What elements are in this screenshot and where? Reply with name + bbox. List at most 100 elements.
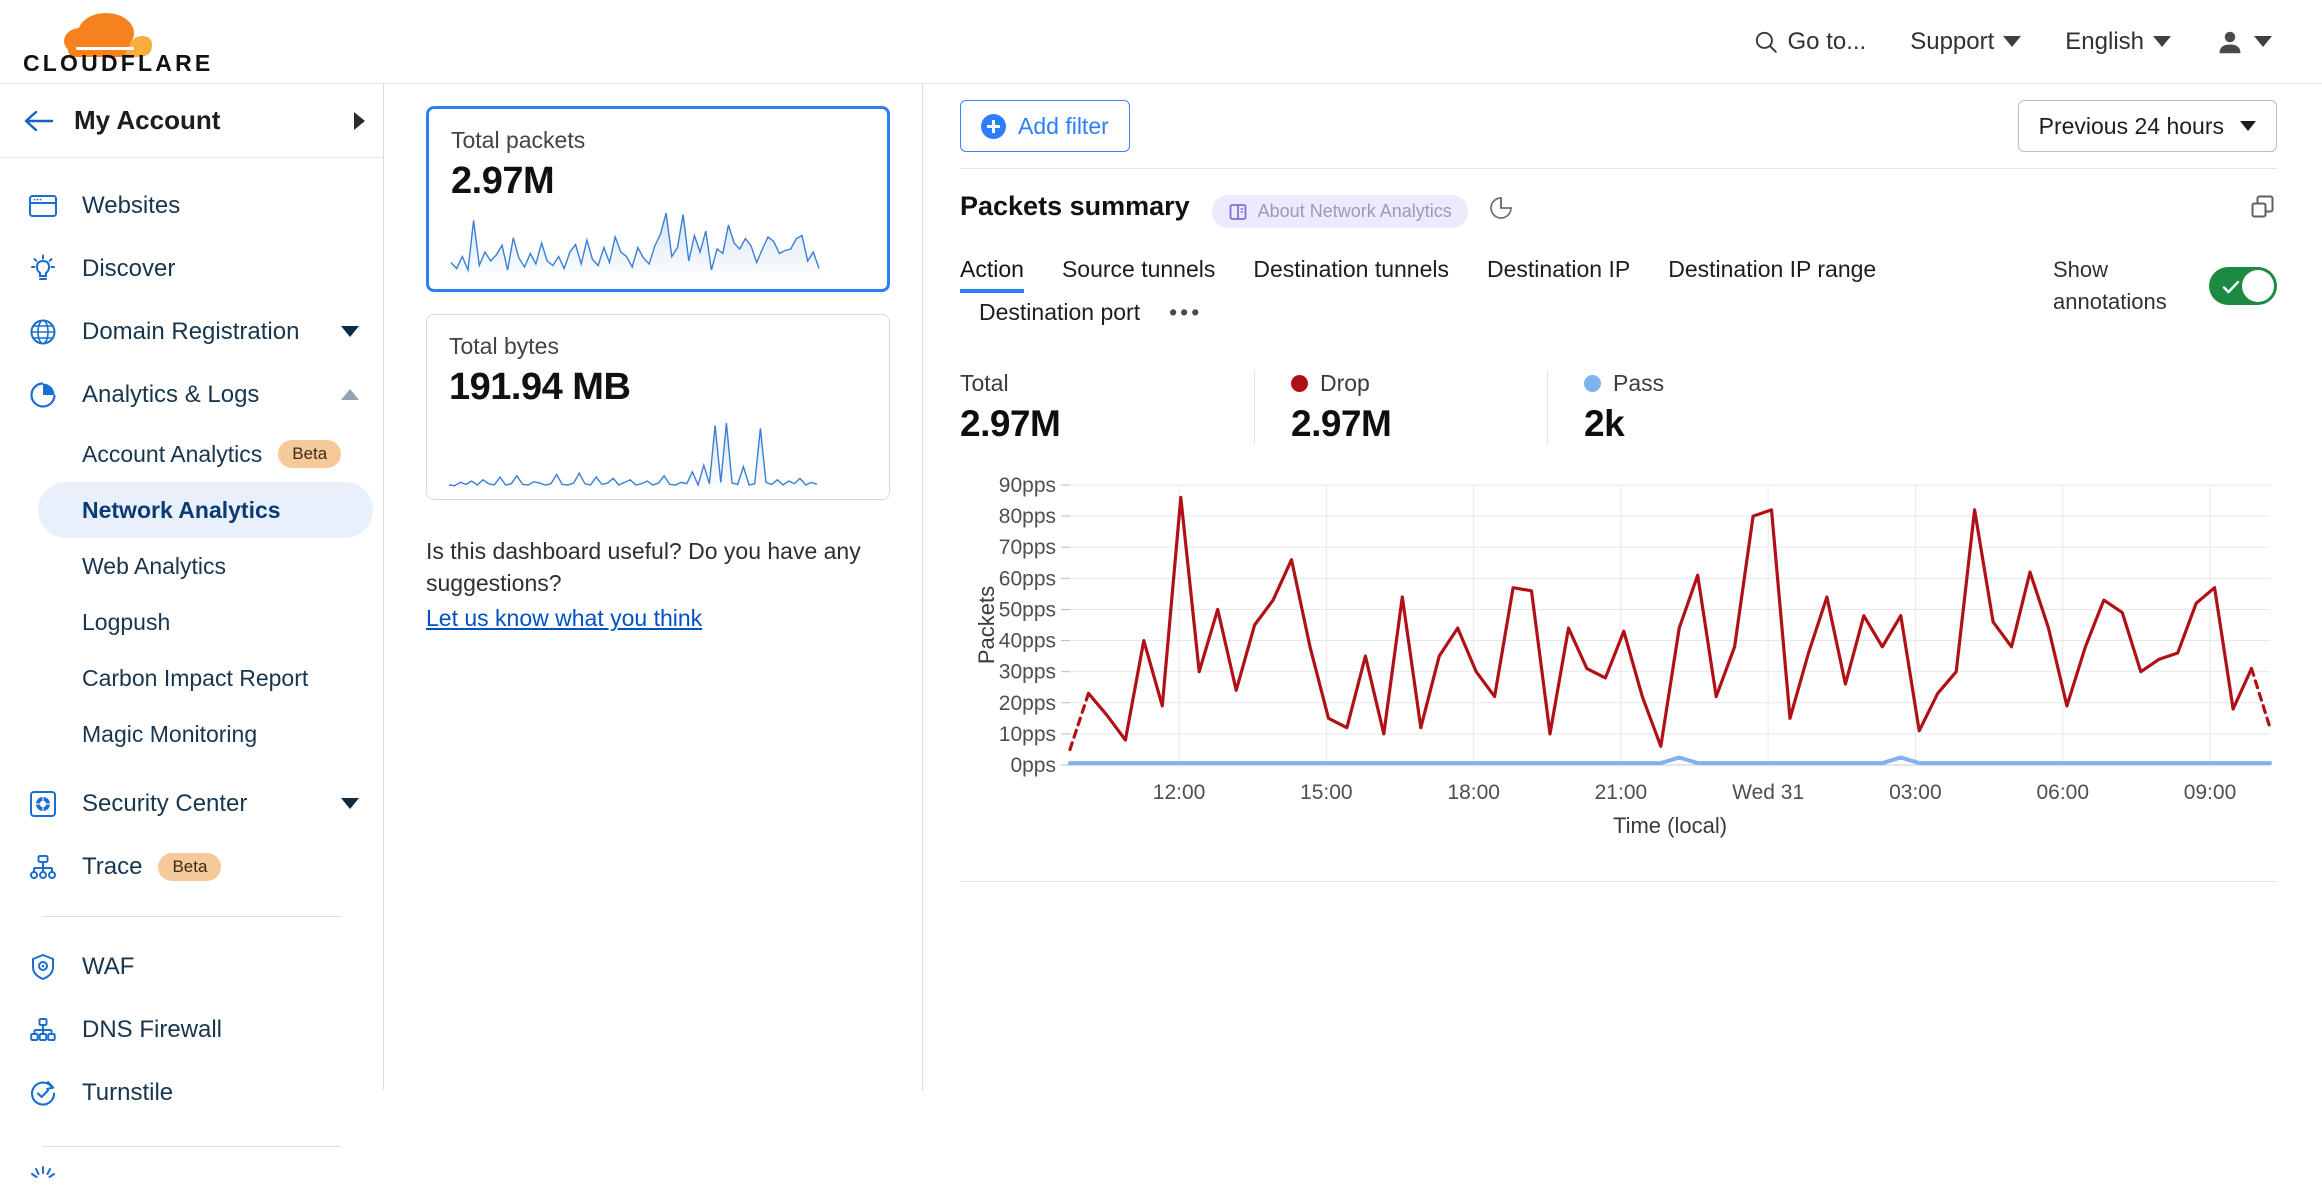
tab-action[interactable]: Action (960, 250, 1043, 293)
sidebar-item-magic-monitoring[interactable]: Magic Monitoring (38, 706, 373, 762)
sidebar-item-logpush[interactable]: Logpush (38, 594, 373, 650)
time-range-select[interactable]: Previous 24 hours (2017, 100, 2277, 152)
duplicate-panel-button[interactable] (2249, 193, 2277, 226)
book-icon (1229, 203, 1247, 220)
metric-card-value: 2.97M (451, 160, 555, 202)
stat-label-wrap: Pass (1584, 370, 1664, 397)
plus-circle-icon (981, 113, 1006, 139)
chevron-down-icon (2240, 121, 2256, 131)
show-annotations-toggle[interactable] (2209, 266, 2277, 305)
sidebar-divider (42, 916, 341, 917)
stat-value: 2k (1584, 403, 1625, 444)
sidebar-subitem-label: Magic Monitoring (82, 720, 258, 747)
sidebar-subitem-label: Logpush (82, 608, 171, 635)
pie-chart-icon (1489, 197, 1512, 219)
y-axis-tick: 20pps (999, 692, 1056, 715)
stat-value: 2.97M (1291, 403, 1392, 444)
sidebar-item-carbon-impact-report[interactable]: Carbon Impact Report (38, 650, 373, 706)
feedback-link[interactable]: Let us know what you think (426, 605, 703, 632)
support-label: Support (1910, 27, 1995, 55)
toggle-knob (2242, 269, 2274, 302)
account-expand-icon[interactable] (354, 111, 365, 130)
tab-destination-port[interactable]: Destination port (960, 293, 1159, 336)
language-menu[interactable]: English (2043, 28, 2193, 56)
sidebar-item-trace[interactable]: Trace Beta (0, 835, 383, 898)
y-axis-tick: 80pps (999, 505, 1056, 528)
beta-badge: Beta (278, 440, 342, 468)
support-menu[interactable]: Support (1888, 28, 2043, 56)
chevron-down-icon (341, 326, 359, 337)
cloudflare-wordmark: CLOUDFLARE (23, 50, 213, 76)
sidebar-item-label: Domain Registration (82, 317, 300, 345)
beta-badge: Beta (158, 852, 222, 881)
goto-label: Go to... (1787, 27, 1867, 55)
account-name: My Account (74, 105, 221, 135)
chevron-down-icon (2153, 36, 2171, 47)
stat-label-wrap: Total (960, 370, 1214, 397)
sidebar: My Account Websites (0, 84, 384, 1178)
chevron-up-icon (341, 389, 359, 400)
metric-card-total-packets[interactable]: Total packets 2.97M (426, 106, 890, 292)
stat-pass: Pass 2k (1548, 370, 1704, 445)
sidebar-item-label: Discover (82, 254, 176, 282)
user-menu[interactable] (2193, 27, 2294, 57)
chevron-down-icon (2254, 36, 2272, 47)
sidebar-item-web-analytics[interactable]: Web Analytics (38, 538, 373, 594)
top-navigation: Go to... Support English (1731, 27, 2322, 57)
y-axis-tick: 90pps (999, 474, 1056, 497)
sidebar-item-label: Trace (82, 852, 143, 880)
x-axis-tick: 06:00 (2036, 781, 2089, 804)
main-toolbar: Add filter Previous 24 hours (923, 84, 2322, 168)
sidebar-item-websites[interactable]: Websites (0, 174, 383, 237)
sidebar-item-domain-registration[interactable]: Domain Registration (0, 300, 383, 363)
globe-icon (28, 317, 74, 347)
y-axis-tick: 70pps (999, 536, 1056, 559)
back-button[interactable] (18, 108, 60, 134)
x-axis-tick: 09:00 (2184, 781, 2237, 804)
sidebar-item-turnstile[interactable]: Turnstile (0, 1061, 383, 1124)
sidebar-item-analytics-logs[interactable]: Analytics & Logs (0, 363, 383, 426)
page-title: Packets summary (960, 191, 1190, 221)
chart-type-toggle[interactable] (1488, 195, 1514, 226)
tab-destination-ip-range[interactable]: Destination IP range (1649, 250, 1895, 293)
tab-label: Destination tunnels (1253, 256, 1449, 282)
about-network-analytics-link[interactable]: About Network Analytics (1211, 195, 1468, 228)
tab-label: Action (960, 256, 1024, 282)
stat-label: Total (960, 370, 1009, 396)
sidebar-item-waf[interactable]: WAF (0, 935, 383, 998)
panel-footer-divider (960, 881, 2277, 882)
sidebar-subitem-label: Network Analytics (82, 496, 281, 523)
dimension-tabs: Action Source tunnels Destination tunnel… (960, 250, 2020, 336)
packets-timeseries-chart[interactable]: 0pps 10pps 20pps 30pps 40pps 50pps 60pps 70pps 8… (960, 474, 2277, 838)
sidebar-item-discover[interactable]: Discover (0, 237, 383, 300)
search-icon (1755, 31, 1777, 53)
add-filter-button[interactable]: Add filter (960, 100, 1130, 152)
cloudflare-logo[interactable]: CLOUDFLARE (18, 11, 210, 76)
tabs-overflow-button[interactable]: ••• (1169, 299, 1203, 325)
sidebar-item-account-analytics[interactable]: Account Analytics Beta (38, 426, 373, 482)
total-packets-sparkline (451, 209, 819, 281)
drop-color-dot (1291, 375, 1308, 392)
sidebar-item-security-center[interactable]: Security Center (0, 772, 383, 835)
tab-source-tunnels[interactable]: Source tunnels (1043, 250, 1234, 293)
y-axis-tick: 10pps (999, 723, 1056, 746)
stat-label: Pass (1613, 370, 1665, 396)
metrics-column: Total packets 2.97M Total bytes 191.94 M… (384, 84, 923, 1090)
stat-label: Drop (1320, 370, 1370, 396)
stat-label-wrap: Drop (1291, 370, 1507, 397)
tab-destination-tunnels[interactable]: Destination tunnels (1234, 250, 1468, 293)
sidebar-item-partial[interactable] (0, 1165, 383, 1195)
y-axis-tick: 30pps (999, 661, 1056, 684)
tab-destination-ip[interactable]: Destination IP (1468, 250, 1649, 293)
sidebar-subitem-label: Web Analytics (82, 552, 227, 579)
shield-target-icon (28, 789, 74, 819)
goto-search[interactable]: Go to... (1731, 28, 1889, 56)
chevron-down-icon (2003, 36, 2022, 47)
stat-value: 2.97M (960, 403, 1061, 444)
sidebar-divider-2 (42, 1146, 341, 1147)
x-axis-tick: Wed 31 (1732, 781, 1804, 804)
metric-card-total-bytes[interactable]: Total bytes 191.94 MB (426, 314, 890, 500)
sidebar-item-dns-firewall[interactable]: DNS Firewall (0, 998, 383, 1061)
copy-icon (2251, 195, 2274, 218)
sidebar-item-network-analytics[interactable]: Network Analytics (38, 482, 373, 538)
